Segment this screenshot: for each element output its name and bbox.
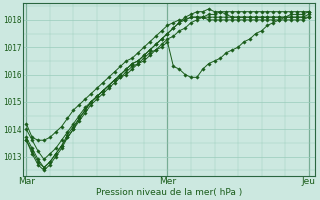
X-axis label: Pression niveau de la mer( hPa ): Pression niveau de la mer( hPa ) — [96, 188, 242, 197]
